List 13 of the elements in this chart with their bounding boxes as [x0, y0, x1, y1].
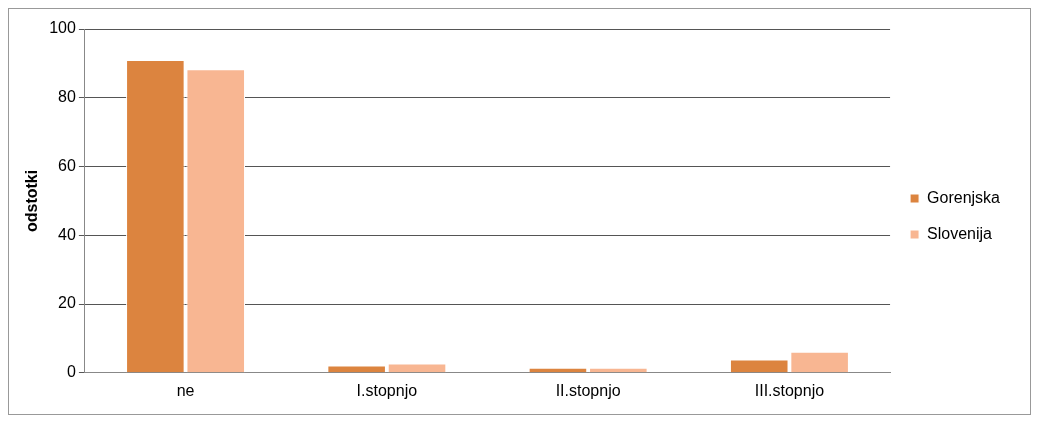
x-tick-label: ne	[176, 381, 195, 399]
legend-label: Gorenjska	[927, 188, 1001, 206]
x-tick-label: I.stopnjo	[356, 381, 418, 399]
y-tick-label: 100	[49, 19, 76, 37]
y-tick-label: 80	[58, 88, 76, 106]
y-tick-label: 60	[58, 156, 76, 174]
x-tick-label: II.stopnjo	[555, 381, 621, 399]
y-axis-title: odstotki	[23, 169, 41, 233]
legend-label: Slovenija	[927, 224, 993, 242]
x-tick-label: III.stopnjo	[754, 381, 825, 399]
y-tick-label: 0	[66, 363, 76, 381]
y-tick-label: 20	[58, 294, 76, 312]
y-tick-label: 40	[58, 225, 76, 243]
